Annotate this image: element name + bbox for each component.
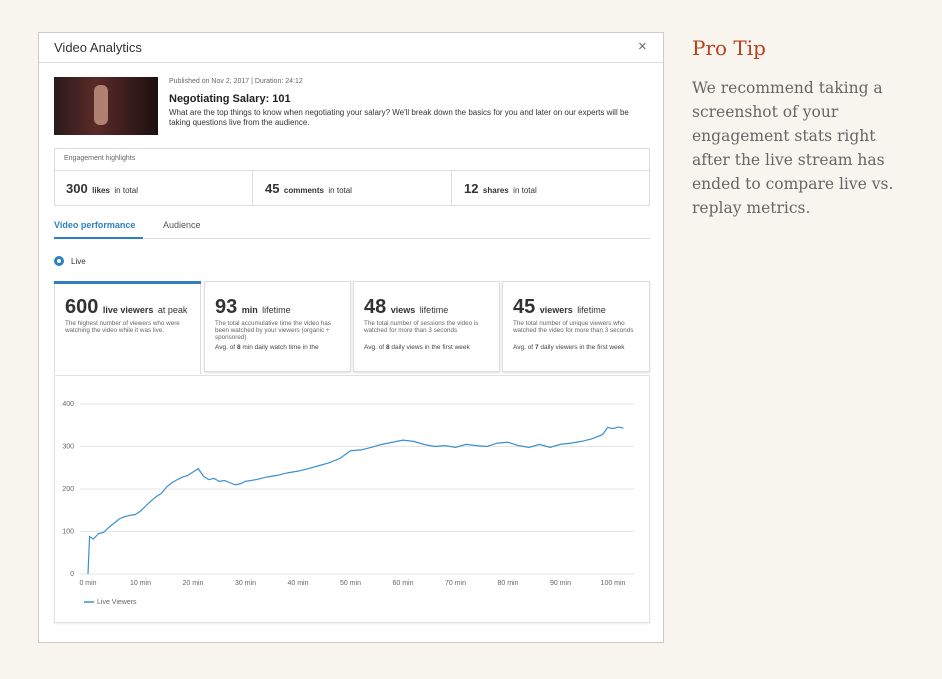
metric-heading: 45 viewers lifetime [513, 296, 606, 319]
tip-title: Pro Tip [692, 36, 766, 60]
metric-card[interactable]: 600 live viewers at peak The highest numb… [54, 281, 201, 374]
chart: 0 100 200 300 400 0 min 10 min 20 min 30 min 40 m… [62, 401, 634, 606]
radio-label: Live [71, 257, 86, 266]
y-tick-label: 100 [62, 528, 74, 535]
metric-suffix: lifetime [262, 305, 291, 315]
y-tick-label: 0 [70, 571, 74, 578]
divider [39, 62, 663, 63]
metric-unit: viewers [539, 305, 573, 315]
metric-card[interactable]: 48 views lifetime The total number of ses… [353, 281, 500, 372]
close-button[interactable]: × [638, 38, 647, 55]
metric-suffix: lifetime [577, 305, 606, 315]
x-tick-label: 80 min [497, 580, 518, 587]
x-tick-label: 70 min [445, 580, 466, 587]
video-meta: Published on Nov 2, 2017 | Duration: 24:… [169, 78, 303, 85]
metric-heading: 48 views lifetime [364, 296, 448, 319]
tab[interactable]: Video performance [54, 220, 136, 230]
metric-description: The highest number of viewers who were w… [65, 320, 180, 334]
stat-value: 300 [66, 181, 88, 196]
tab[interactable]: Audience [163, 220, 201, 230]
note-value: 8 [236, 344, 241, 351]
note-suffix: daily viewers in the first week [540, 344, 625, 351]
radio-dot [57, 259, 61, 263]
stat-suffix: in total [328, 186, 352, 195]
stat: 300 likes in total [66, 180, 138, 198]
line-series [87, 426, 624, 575]
note-suffix: daily views in the first week [391, 344, 470, 351]
metric-unit: min [241, 305, 258, 315]
metric-note: Avg. of 7 daily viewers in the first wee… [513, 344, 625, 352]
metric-heading: 93 min lifetime [215, 296, 291, 319]
video-thumbnail [54, 77, 158, 135]
metric-unit: live viewers [102, 305, 154, 315]
metric-heading: 600 live viewers at peak [65, 296, 187, 319]
x-tick-label: 50 min [340, 580, 361, 587]
x-tick-label: 0 min [79, 580, 96, 587]
metric-suffix: at peak [157, 305, 188, 315]
note-prefix: Avg. of [215, 344, 236, 351]
note-suffix: min daily watch time in the [242, 344, 319, 351]
engagement-box [54, 148, 650, 206]
metric-value: 93 [215, 296, 238, 318]
x-tick-label: 10 min [130, 580, 151, 587]
note-value: 8 [385, 344, 390, 351]
y-tick-label: 300 [62, 443, 74, 450]
divider [54, 238, 650, 239]
stat-suffix: in total [513, 186, 537, 195]
x-tick-label: 90 min [550, 580, 571, 587]
note-prefix: Avg. of [364, 344, 385, 351]
engagement-heading: Engagement highlights [64, 155, 136, 162]
stat-value: 12 [464, 181, 479, 196]
stat: 12 shares in total [464, 180, 537, 198]
note-value: 7 [534, 344, 539, 351]
metric-card[interactable]: 45 viewers lifetime The total number of u… [502, 281, 650, 372]
radio-button[interactable] [54, 256, 64, 266]
modal-title: Video Analytics [54, 40, 142, 55]
metric-note: Avg. of 8 min daily watch time in the [215, 344, 319, 352]
selected-bar [54, 281, 201, 284]
metric-value: 48 [364, 296, 387, 318]
note-prefix: Avg. of [513, 344, 534, 351]
stat-unit: shares [482, 186, 509, 195]
x-tick-label: 100 min [601, 580, 626, 587]
metric-value: 45 [513, 296, 536, 318]
x-tick-label: 60 min [392, 580, 413, 587]
metric-note: Avg. of 8 daily views in the first week [364, 344, 470, 352]
metric-card[interactable]: 93 min lifetime The total accumulative ti… [204, 281, 351, 372]
metric-unit: views [390, 305, 416, 315]
thumbnail-figure [94, 85, 108, 125]
divider [451, 171, 452, 205]
stat-suffix: in total [114, 186, 138, 195]
metric-suffix: lifetime [419, 305, 449, 315]
legend-label: Live Viewers [97, 599, 137, 606]
stat-unit: likes [92, 186, 110, 195]
metric-description: The total number of sessions the video i… [364, 320, 479, 334]
metric-value: 600 [65, 296, 99, 318]
divider [252, 171, 253, 205]
chart-panel [54, 375, 650, 623]
video-title: Negotiating Salary: 101 [169, 93, 291, 105]
y-tick-label: 400 [62, 401, 74, 408]
divider [54, 170, 650, 171]
x-tick-label: 40 min [287, 580, 308, 587]
metric-description: The total number of unique viewers who w… [513, 320, 634, 334]
metric-description: The total accumulative time the video ha… [215, 320, 331, 341]
stat-value: 45 [265, 181, 280, 196]
y-tick-label: 200 [62, 486, 74, 493]
x-tick-label: 20 min [182, 580, 203, 587]
stat: 45 comments in total [265, 180, 352, 198]
stat-unit: comments [283, 186, 324, 195]
x-tick-label: 30 min [235, 580, 256, 587]
video-description: What are the top things to know when neg… [169, 108, 629, 127]
tab-indicator [54, 237, 143, 239]
tip-text: We recommend taking a screenshot of your… [692, 79, 894, 217]
